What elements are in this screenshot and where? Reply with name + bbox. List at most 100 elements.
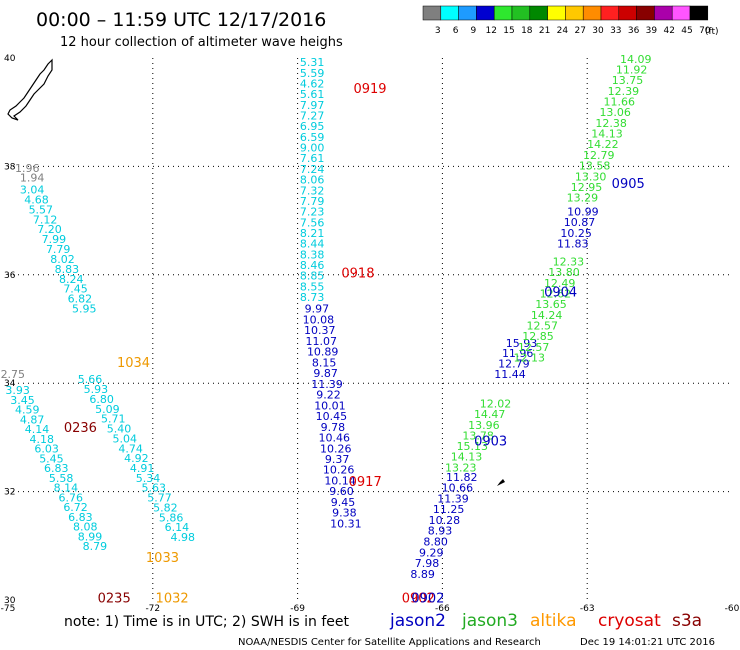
wave-height-value: 8.38: [300, 248, 325, 261]
wave-height-value: 6.82: [68, 293, 93, 306]
wave-height-value: 5.86: [159, 511, 184, 524]
wave-height-value: 8.55: [300, 280, 325, 293]
wave-height-value: 8.06: [300, 174, 325, 187]
wave-height-value: 9.00: [300, 142, 325, 155]
wave-height-value: 12.33: [553, 255, 585, 268]
wave-height-value: 14.22: [587, 138, 619, 151]
wave-height-value: 13.80: [548, 266, 580, 279]
lat-tick-label: 40: [4, 54, 16, 64]
legend-label: 15: [503, 26, 514, 36]
wave-height-value: 13.30: [575, 170, 607, 183]
wave-height-value: 7.56: [300, 216, 325, 229]
wave-height-value: 9.38: [332, 507, 357, 520]
lon-tick-label: -72: [145, 604, 160, 614]
legend-swatch: [547, 5, 566, 21]
wave-height-value: 14.24: [531, 309, 563, 322]
legend-label: 36: [628, 26, 640, 36]
wave-height-value: 9.87: [313, 367, 338, 380]
axis-ticks: -75 -72 -69 -66 -63 -60 40 38 36 34 32 30: [1, 54, 740, 614]
legend-label: 45: [681, 26, 692, 36]
legend-label: 30: [592, 26, 604, 36]
wave-height-value: 9.22: [316, 389, 341, 402]
wave-height-value: 6.83: [44, 462, 69, 475]
wave-height-value: 5.04: [113, 432, 138, 445]
wave-height-value: 10.25: [560, 227, 592, 240]
altimeter-tracks: 1.961.943.044.685.577.127.207.997.798.02…: [1, 53, 652, 581]
wave-height-value: 3.45: [10, 394, 35, 407]
wave-height-value: 11.66: [604, 96, 636, 109]
wave-height-value: 8.21: [300, 227, 325, 240]
lat-tick-label: 34: [4, 379, 16, 389]
wave-height-value: 7.98: [415, 557, 440, 570]
wave-height-value: 6.72: [63, 501, 88, 514]
wave-height-value: 6.76: [58, 491, 83, 504]
wave-height-value: 7.79: [300, 195, 325, 208]
wave-height-value: 5.66: [78, 373, 103, 386]
wave-height-value: 11.44: [494, 368, 526, 381]
wave-height-value: 5.59: [300, 67, 325, 80]
wave-height-value: 7.97: [300, 99, 325, 112]
pass-time-label: 0904: [544, 285, 577, 300]
pass-time-label: 0236: [64, 421, 97, 436]
legend-unit: (ft): [705, 27, 719, 37]
pass-time-label: 0905: [612, 177, 645, 192]
wave-height-value: 13.58: [579, 160, 611, 173]
wave-height-value: 9.60: [329, 485, 354, 498]
wave-height-value: 12.39: [608, 85, 640, 98]
wave-height-value: 6.95: [300, 120, 325, 133]
wave-height-value: 4.18: [30, 433, 55, 446]
lon-tick-label: -66: [435, 604, 450, 614]
wave-height-value: 8.46: [300, 259, 325, 272]
lon-tick-label: -75: [1, 604, 16, 614]
legend-swatch: [654, 5, 673, 21]
wave-height-value: 6.80: [89, 393, 114, 406]
wave-height-value: 9.37: [325, 453, 350, 466]
wave-height-value: 8.44: [300, 238, 325, 251]
wave-height-value: 4.92: [124, 452, 149, 465]
wave-height-value: 5.95: [72, 303, 97, 316]
wave-height-value: 5.34: [136, 472, 161, 485]
legend-label: 33: [610, 26, 621, 36]
satellite-name: s3a: [672, 611, 702, 631]
lon-tick-label: -63: [580, 604, 595, 614]
wave-height-value: 8.15: [312, 356, 337, 369]
wave-height-value: 5.71: [101, 413, 126, 426]
wave-height-value: 10.31: [330, 517, 362, 530]
pass-time-label: 1032: [156, 592, 189, 607]
lon-tick-label: -69: [290, 604, 305, 614]
satellite-name: cryosat: [598, 611, 661, 631]
wave-height-value: 14.13: [451, 451, 483, 464]
legend-label: 39: [646, 26, 658, 36]
wave-height-value: 4.14: [25, 423, 50, 436]
legend-swatch: [565, 5, 584, 21]
wave-height-value: 4.87: [20, 413, 45, 426]
wave-height-value: 3.93: [5, 384, 30, 397]
wave-height-value: 9.78: [321, 421, 346, 434]
wave-height-value: 12.13: [514, 352, 546, 365]
legend-swatch: [618, 5, 637, 21]
wave-height-value: 8.14: [54, 482, 79, 495]
satellite-name: jason3: [461, 611, 518, 631]
wave-height-value: 2.75: [1, 368, 26, 381]
legend-swatch: [476, 5, 495, 21]
wave-height-value: 10.89: [307, 346, 339, 359]
wave-height-value: 5.09: [95, 403, 120, 416]
wave-height-value: 13.96: [468, 419, 500, 432]
wave-height-value: 10.66: [442, 482, 474, 495]
footer-timestamp: Dec 19 14:01:21 UTC 2016: [580, 637, 715, 648]
lat-tick-label: 30: [4, 596, 16, 606]
wave-height-value: 5.40: [107, 423, 132, 436]
chart-title: 00:00 – 11:59 UTC 12/17/2016: [36, 9, 326, 31]
wave-height-value: 11.83: [557, 238, 589, 251]
wave-height-value: 10.46: [319, 432, 351, 445]
pass-time-label: 0917: [349, 475, 382, 490]
wave-height-value: 8.83: [55, 263, 80, 276]
color-legend: 3 6 9 12 15 18 21 24 27 30 33 36 39 42 45 70: [422, 5, 711, 36]
legend-swatch: [422, 5, 442, 21]
wave-height-value: 15.93: [506, 337, 538, 350]
wave-height-value: 10.45: [316, 410, 348, 423]
wave-height-value: 11.39: [437, 492, 469, 505]
wave-height-value: 10.87: [564, 216, 596, 229]
wave-height-value: 8.79: [83, 540, 108, 553]
